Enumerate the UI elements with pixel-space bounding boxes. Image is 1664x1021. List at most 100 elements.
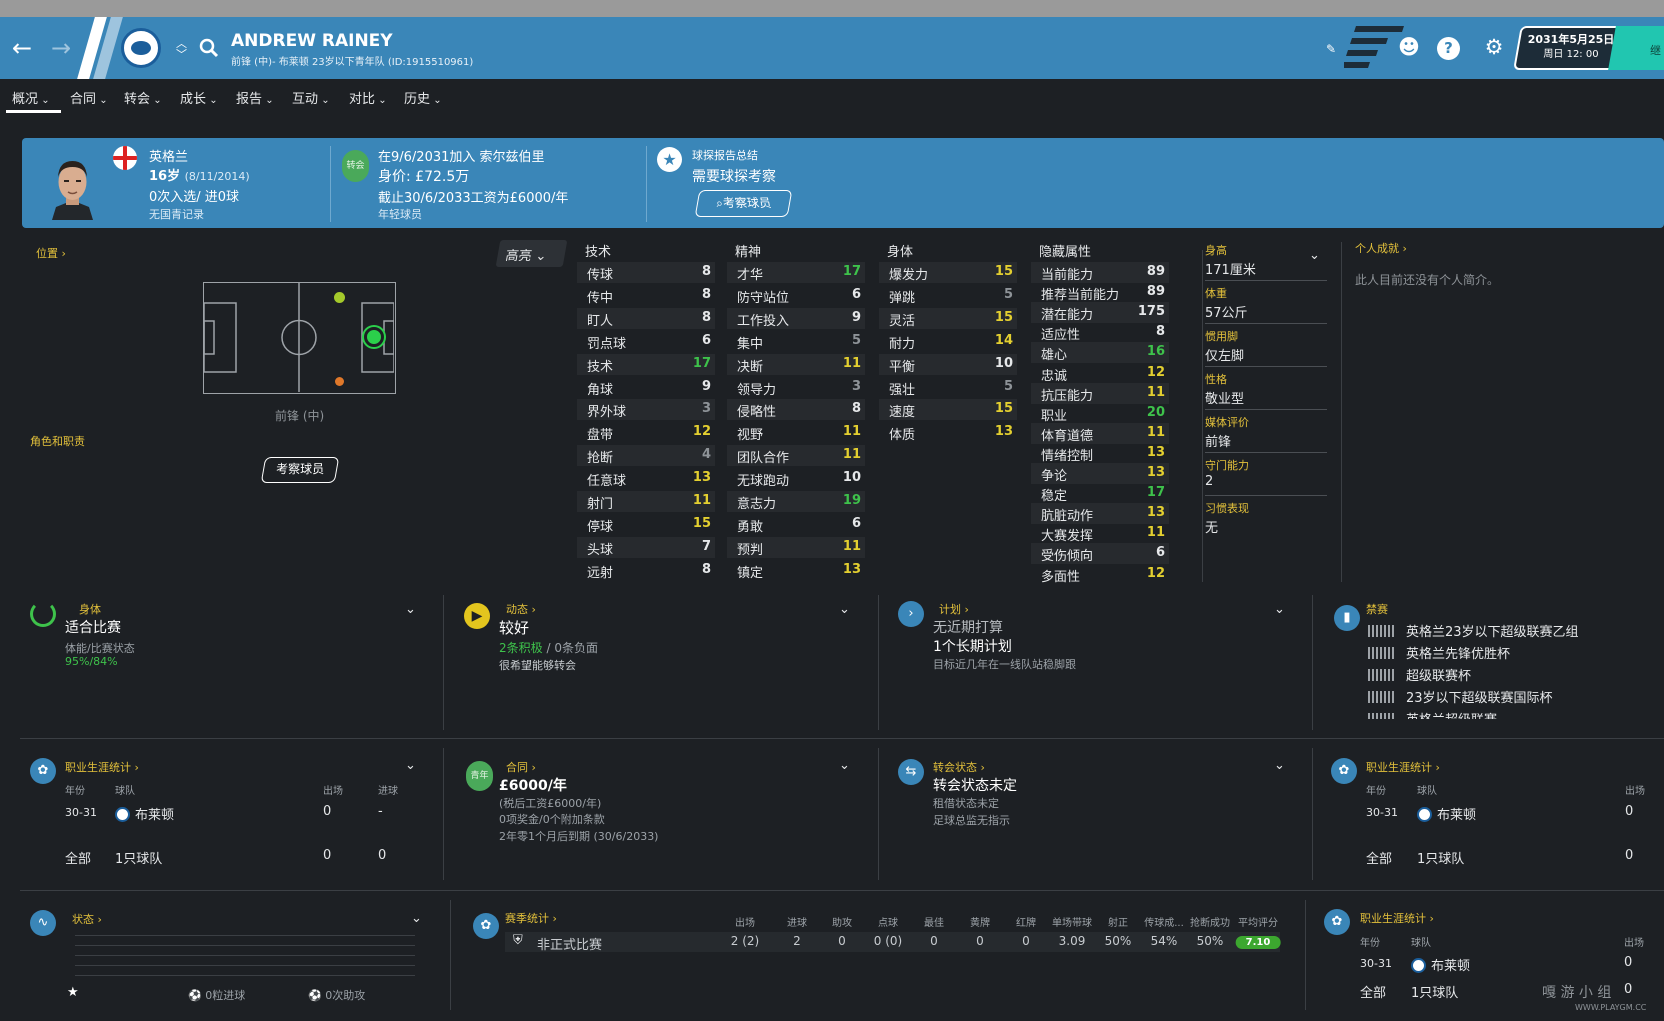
brain-icon[interactable]: ☻	[1398, 35, 1420, 59]
attribute-row[interactable]: 头球 7	[577, 537, 715, 558]
tab-7[interactable]: 历史 ⌄	[404, 92, 442, 107]
bans-label[interactable]: 禁赛	[1366, 603, 1388, 616]
ban-item[interactable]: 英格兰先锋优胜杯	[1368, 643, 1510, 662]
club-badge-icon[interactable]	[121, 28, 161, 68]
career-stats-label[interactable]: 职业生涯统计 ›	[1366, 761, 1440, 774]
attribute-row[interactable]: 爆发力 15	[879, 262, 1017, 283]
attribute-row[interactable]: 耐力 14	[879, 331, 1017, 352]
attribute-row[interactable]: 抢断 4	[577, 445, 715, 466]
attribute-row[interactable]: 盯人 8	[577, 308, 715, 329]
attribute-row[interactable]: 职业 20	[1031, 403, 1169, 424]
attribute-row[interactable]: 争论 13	[1031, 463, 1169, 484]
attribute-row[interactable]: 抗压能力 11	[1031, 383, 1169, 404]
chevron-down-icon[interactable]: ⌄	[839, 602, 850, 617]
attribute-row[interactable]: 侵略性 8	[727, 399, 865, 420]
scout-player-button-2[interactable]: 考察球员	[260, 457, 340, 483]
player-face-avatar[interactable]	[50, 155, 95, 220]
attribute-row[interactable]: 体质 13	[879, 422, 1017, 443]
chevron-down-icon[interactable]: ⌄	[839, 758, 850, 773]
attribute-row[interactable]: 稳定 17	[1031, 483, 1169, 504]
attribute-row[interactable]: 领导力 3	[727, 377, 865, 398]
scout-player-button[interactable]: ⌕ 考察球员	[694, 190, 793, 217]
form-label[interactable]: 状态 ›	[72, 913, 102, 926]
pen-icon[interactable]: ✎	[1326, 42, 1337, 56]
attribute-row[interactable]: 意志力 19	[727, 491, 865, 512]
attribute-row[interactable]: 镇定 13	[727, 560, 865, 581]
attribute-row[interactable]: 受伤倾向 6	[1031, 543, 1169, 564]
tab-5[interactable]: 互动 ⌄	[292, 92, 330, 107]
attribute-row[interactable]: 推荐当前能力 89	[1031, 282, 1169, 303]
attribute-row[interactable]: 弹跳 5	[879, 285, 1017, 306]
contract-label[interactable]: 合同 ›	[506, 761, 536, 774]
attribute-row[interactable]: 肮脏动作 13	[1031, 503, 1169, 524]
chevron-down-icon[interactable]: ⌄	[1309, 248, 1320, 263]
attribute-row[interactable]: 速度 15	[879, 399, 1017, 420]
team-link[interactable]: 布莱顿	[115, 804, 174, 823]
career-stats-label[interactable]: 职业生涯统计 ›	[1360, 912, 1434, 925]
gear-icon[interactable]: ⚙	[1484, 35, 1504, 59]
ban-item[interactable]: 23岁以下超级联赛国际杯	[1368, 687, 1553, 706]
roles-label[interactable]: 角色和职责	[30, 435, 85, 448]
attribute-row[interactable]: 雄心 16	[1031, 342, 1169, 363]
attribute-row[interactable]: 才华 17	[727, 262, 865, 283]
attribute-row[interactable]: 角球 9	[577, 377, 715, 398]
attribute-row[interactable]: 视野 11	[727, 422, 865, 443]
chevron-down-icon[interactable]: ⌄	[1274, 602, 1285, 617]
question-icon[interactable]: ?	[1437, 37, 1460, 60]
tab-2[interactable]: 转会 ⌄	[124, 92, 162, 107]
chevron-down-icon[interactable]: ⌄	[1274, 758, 1285, 773]
attribute-row[interactable]: 多面性 12	[1031, 564, 1169, 585]
body-label[interactable]: 身体	[79, 603, 101, 616]
attribute-row[interactable]: 预判 11	[727, 537, 865, 558]
morale-label[interactable]: 动态 ›	[506, 603, 536, 616]
attribute-row[interactable]: 大赛发挥 11	[1031, 523, 1169, 544]
attribute-row[interactable]: 传中 8	[577, 285, 715, 306]
search-icon[interactable]	[199, 38, 219, 62]
competition-name[interactable]: 非正式比赛	[537, 938, 603, 953]
ban-item[interactable]: 英格兰超级联赛	[1368, 709, 1497, 719]
attribute-row[interactable]: 体育道德 11	[1031, 423, 1169, 444]
tab-1[interactable]: 合同 ⌄	[70, 92, 108, 107]
career-stats-label[interactable]: 职业生涯统计 ›	[65, 761, 139, 774]
attribute-row[interactable]: 盘带 12	[577, 422, 715, 443]
ban-item[interactable]: 超级联赛杯	[1368, 665, 1471, 684]
chevron-down-icon[interactable]: ⌄	[411, 911, 422, 926]
season-stats-label[interactable]: 赛季统计 ›	[505, 912, 557, 925]
attribute-row[interactable]: 灵活 15	[879, 308, 1017, 329]
attribute-row[interactable]: 任意球 13	[577, 468, 715, 489]
attribute-row[interactable]: 平衡 10	[879, 354, 1017, 375]
attribute-row[interactable]: 勇敢 6	[727, 514, 865, 535]
attribute-row[interactable]: 决断 11	[727, 354, 865, 375]
attribute-row[interactable]: 强壮 5	[879, 377, 1017, 398]
tab-6[interactable]: 对比 ⌄	[349, 92, 387, 107]
chevron-down-icon[interactable]: ⌄	[405, 602, 416, 617]
tab-0[interactable]: 概况 ⌄	[12, 92, 50, 107]
attribute-row[interactable]: 当前能力 89	[1031, 262, 1169, 283]
up-down-chevron-icon[interactable]: ︿ ﹀	[176, 37, 187, 61]
achievements-label[interactable]: 个人成就 ›	[1355, 242, 1407, 255]
attribute-row[interactable]: 技术 17	[577, 354, 715, 375]
position-label[interactable]: 位置 ›	[36, 247, 66, 260]
plan-label[interactable]: 计划 ›	[939, 603, 969, 616]
back-arrow-icon[interactable]: ←	[11, 34, 33, 62]
attribute-row[interactable]: 界外球 3	[577, 399, 715, 420]
forward-arrow-icon[interactable]: →	[50, 34, 72, 62]
season-row[interactable]	[505, 932, 1280, 952]
attribute-row[interactable]: 集中 5	[727, 331, 865, 352]
team-link[interactable]: 布莱顿	[1411, 955, 1470, 974]
attribute-row[interactable]: 情绪控制 13	[1031, 443, 1169, 464]
attribute-row[interactable]: 无球跑动 10	[727, 468, 865, 489]
tab-3[interactable]: 成长 ⌄	[180, 92, 218, 107]
attribute-row[interactable]: 忠诚 12	[1031, 363, 1169, 384]
attribute-row[interactable]: 潜在能力 175	[1031, 302, 1169, 323]
attribute-row[interactable]: 远射 8	[577, 560, 715, 581]
transfer-status-label[interactable]: 转会状态 ›	[933, 761, 985, 774]
attribute-row[interactable]: 传球 8	[577, 262, 715, 283]
tab-4[interactable]: 报告 ⌄	[236, 92, 274, 107]
attribute-row[interactable]: 罚点球 6	[577, 331, 715, 352]
attribute-row[interactable]: 工作投入 9	[727, 308, 865, 329]
highlight-dropdown[interactable]: 高亮 ⌄	[495, 240, 568, 267]
attribute-row[interactable]: 射门 11	[577, 491, 715, 512]
attribute-row[interactable]: 适应性 8	[1031, 322, 1169, 343]
ban-item[interactable]: 英格兰23岁以下超级联赛乙组	[1368, 621, 1579, 640]
